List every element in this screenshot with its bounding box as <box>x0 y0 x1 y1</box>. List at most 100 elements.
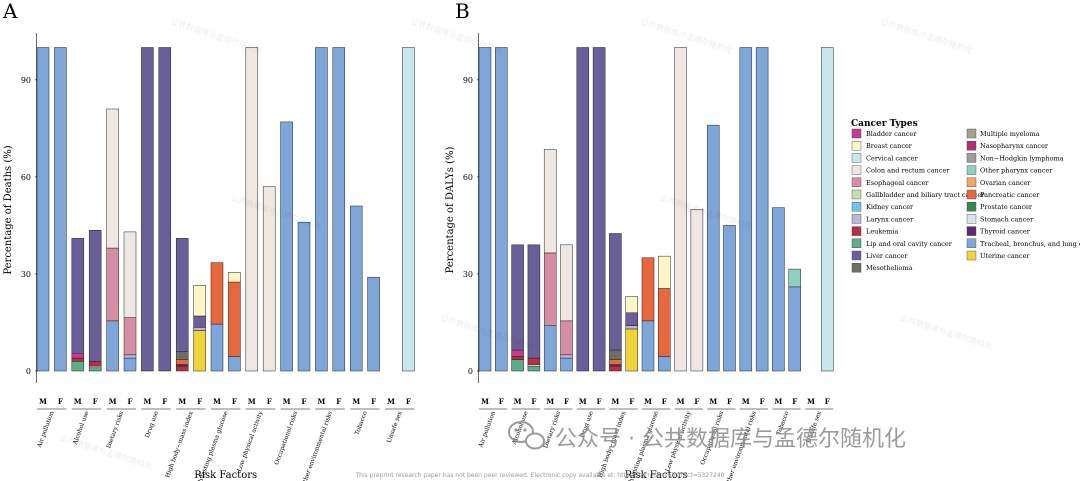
bar-high-fasting-plasma-glucose-m <box>641 257 655 372</box>
bar-other-environmental-risks-f <box>755 47 769 372</box>
bar-segment-uterine-cancer <box>625 328 638 372</box>
bar-segment-liver-cancer <box>511 244 524 351</box>
bar-segment-tracheal-bronchus-and-lung-cancer <box>658 356 671 372</box>
legend-swatch <box>851 250 862 261</box>
legend-label: Prostate cancer <box>980 203 1033 211</box>
legend-swatch <box>966 189 977 200</box>
bar-dietary-risks-m <box>543 149 557 372</box>
legend-label: Multiple myeloma <box>980 130 1040 138</box>
bar-air-pollution-f <box>495 47 508 372</box>
bar-segment-leukemia <box>71 357 85 362</box>
bar-segment-tracheal-bronchus-and-lung-cancer <box>280 121 293 372</box>
legend-swatch <box>851 189 862 200</box>
sex-label: M <box>514 397 522 406</box>
watermark-badge: 公众号 · 公共数据库与孟德尔随机化 <box>508 421 906 452</box>
bar-segment-leukemia <box>609 365 622 372</box>
sex-label: F <box>694 397 699 406</box>
legend-label: Nasopharynx cancer <box>980 142 1049 150</box>
bar-segment-tracheal-bronchus-and-lung-cancer <box>123 357 137 372</box>
bar-segment-pancreatic-cancer <box>210 262 224 325</box>
bar-drug-use-f <box>158 47 172 372</box>
bar-segment-mesothelioma <box>175 351 189 360</box>
legend-swatch <box>851 140 862 151</box>
bar-tobacco-f <box>788 268 801 372</box>
bar-air-pollution-m <box>478 47 492 372</box>
bar-segment-liver-cancer <box>609 233 622 351</box>
bar-dietary-risks-m <box>106 108 119 372</box>
bar-segment-liver-cancer <box>625 312 638 326</box>
bar-tobacco-f <box>367 276 380 372</box>
bar-segment-liver-cancer <box>175 238 189 352</box>
bar-drug-use-f <box>592 47 606 372</box>
legend-swatch <box>851 238 862 249</box>
bar-high-body-mass-index-m <box>609 233 622 372</box>
sex-label: F <box>825 397 830 406</box>
y-axis-title: Percentage of Deaths (%) <box>3 145 14 274</box>
sex-label: M <box>546 397 554 406</box>
legend-swatch <box>851 177 862 188</box>
group-label-air-pollution: Air pollution <box>36 410 56 449</box>
bar-occupational-risks-f <box>297 221 311 372</box>
legend-item-cervical-cancer: Cervical cancer <box>851 153 919 163</box>
bar-segment-tracheal-bronchus-and-lung-cancer <box>739 47 753 372</box>
sex-label: F <box>302 397 307 406</box>
legend-swatch <box>851 214 862 224</box>
sex-label: M <box>742 397 750 406</box>
bar-segment-tracheal-bronchus-and-lung-cancer <box>495 47 508 372</box>
bar-segment-tracheal-bronchus-and-lung-cancer <box>36 47 50 372</box>
legend-label: Bladder cancer <box>866 130 917 138</box>
bar-segment-colon-and-rectum-cancer <box>106 108 119 249</box>
bar-segment-pancreatic-cancer <box>658 288 671 357</box>
legend-label: Esophageal cancer <box>866 179 929 187</box>
sex-label: F <box>371 397 376 406</box>
legend-label: Breast cancer <box>866 142 913 150</box>
sex-label: F <box>162 397 167 406</box>
bar-other-environmental-risks-f <box>332 47 346 372</box>
bar-segment-lip-and-oral-cavity-cancer <box>527 365 541 372</box>
bar-segment-tracheal-bronchus-and-lung-cancer <box>349 205 363 372</box>
bar-unsafe-sex-f <box>821 47 834 372</box>
legend-label: Pancreatic cancer <box>980 191 1040 199</box>
bar-occupational-risks-m <box>280 121 293 372</box>
legend-title: Cancer Types <box>851 119 918 129</box>
group-label-occupational-risks: Occupational risks <box>273 410 299 466</box>
sex-label: F <box>499 397 504 406</box>
bar-segment-colon-and-rectum-cancer <box>245 47 259 372</box>
sex-label: F <box>93 397 98 406</box>
group-label-low-physical-activity: Low physical activity <box>236 410 265 473</box>
bar-segment-tracheal-bronchus-and-lung-cancer <box>772 207 785 372</box>
bar-occupational-risks-m <box>706 124 720 372</box>
bar-segment-colon-and-rectum-cancer <box>560 244 573 322</box>
legend-label: Stomach cancer <box>980 215 1034 223</box>
y-tick-label: 60 <box>463 173 473 182</box>
bar-high-fasting-plasma-glucose-f <box>228 272 241 372</box>
legend-item-multiple-myeloma: Multiple myeloma <box>966 128 1040 139</box>
sex-label: M <box>775 397 783 406</box>
group-label-other-environmental-risks: Other environmental risks <box>300 410 334 481</box>
y-tick-label: 30 <box>21 270 31 279</box>
legend-item-esophageal-cancer: Esophageal cancer <box>851 177 929 188</box>
bar-segment-tracheal-bronchus-and-lung-cancer <box>332 47 346 372</box>
bar-drug-use-m <box>576 47 590 372</box>
bar-segment-liver-cancer <box>158 47 172 372</box>
bar-segment-tracheal-bronchus-and-lung-cancer <box>723 225 736 372</box>
bar-segment-larynx-cancer <box>193 327 206 331</box>
legend-label: Uterine cancer <box>980 252 1030 260</box>
bar-segment-cervical-cancer <box>821 47 834 372</box>
bar-segment-esophageal-cancer <box>123 317 137 356</box>
sex-label: M <box>677 397 685 406</box>
sex-label: F <box>197 397 202 406</box>
bar-segment-cervical-cancer <box>402 47 415 372</box>
y-tick-label: 30 <box>463 270 473 279</box>
bar-segment-liver-cancer <box>527 244 541 359</box>
bar-high-body-mass-index-f <box>625 296 638 372</box>
legend-item-bladder-cancer: Bladder cancer <box>851 128 917 139</box>
bar-occupational-risks-f <box>723 225 736 372</box>
bar-segment-pancreatic-cancer <box>228 281 241 357</box>
legend-swatch <box>966 214 977 224</box>
group-label-tobacco: Tobacco <box>354 410 369 436</box>
legend-swatch <box>851 201 862 212</box>
bar-segment-liver-cancer <box>71 238 85 354</box>
sex-label: M <box>579 397 587 406</box>
